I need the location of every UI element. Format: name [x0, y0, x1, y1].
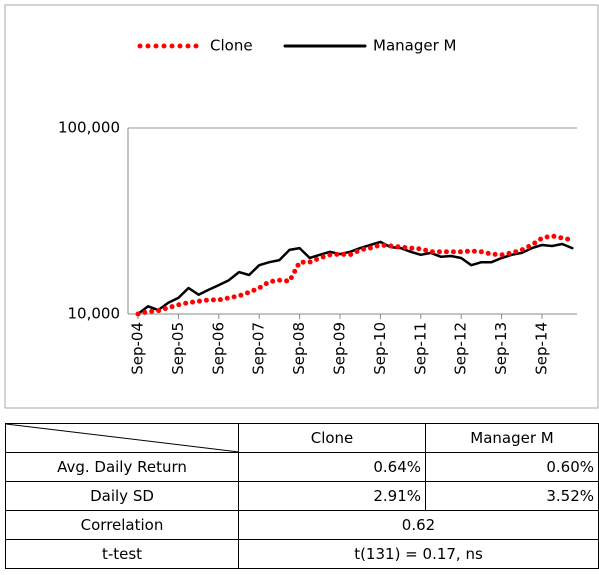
row-label: Correlation: [5, 510, 239, 540]
row-label: Avg. Daily Return: [5, 452, 239, 482]
x-tick-label: Sep-05: [169, 322, 187, 375]
y-tick-label: 10,000: [68, 305, 121, 323]
x-tick-label: Sep-07: [250, 322, 268, 375]
x-tick-label: Sep-14: [533, 322, 551, 375]
chart: 10,000 100,000 Sep-04 Sep-05 Sep-06 Sep-07 Sep…: [4, 4, 599, 409]
x-tick-label: Sep-08: [290, 322, 308, 375]
x-tick-label: Sep-09: [331, 322, 349, 375]
x-tick-label: Sep-04: [129, 322, 147, 375]
header-row: Clone Manager M: [5, 423, 599, 453]
row: Daily SD 2.91% 3.52%: [5, 481, 599, 511]
x-tick-label: Sep-06: [209, 322, 227, 375]
corner-cell: [5, 423, 239, 453]
diagonal: [6, 424, 238, 452]
cell: 0.60%: [425, 452, 599, 482]
x-tick-label: Sep-11: [411, 322, 429, 375]
x-tick-label: Sep-10: [371, 322, 389, 375]
column-header: Manager M: [425, 423, 599, 453]
column-header: Clone: [238, 423, 426, 453]
legend-label: Manager M: [373, 37, 456, 55]
row: Avg. Daily Return 0.64% 0.60%: [5, 452, 599, 482]
row: t-test t(131) = 0.17, ns: [5, 539, 599, 569]
row-label: t-test: [5, 539, 239, 569]
cell: 2.91%: [238, 481, 426, 511]
x-tick-label: Sep-12: [452, 322, 470, 375]
y-tick-label: 100,000: [58, 119, 120, 137]
cell: 3.52%: [425, 481, 599, 511]
row-label: Daily SD: [5, 481, 239, 511]
chart-border: [4, 4, 599, 409]
stats-table: Clone Manager M Avg. Daily Return 0.64% …: [5, 423, 599, 569]
x-tick-label: Sep-13: [492, 322, 510, 375]
legend-label: Clone: [210, 37, 253, 55]
row: Correlation 0.62: [5, 510, 599, 540]
cell: t(131) = 0.17, ns: [238, 539, 599, 569]
cell: 0.62: [238, 510, 599, 540]
series-line: [135, 233, 575, 317]
cell: 0.64%: [238, 452, 426, 482]
